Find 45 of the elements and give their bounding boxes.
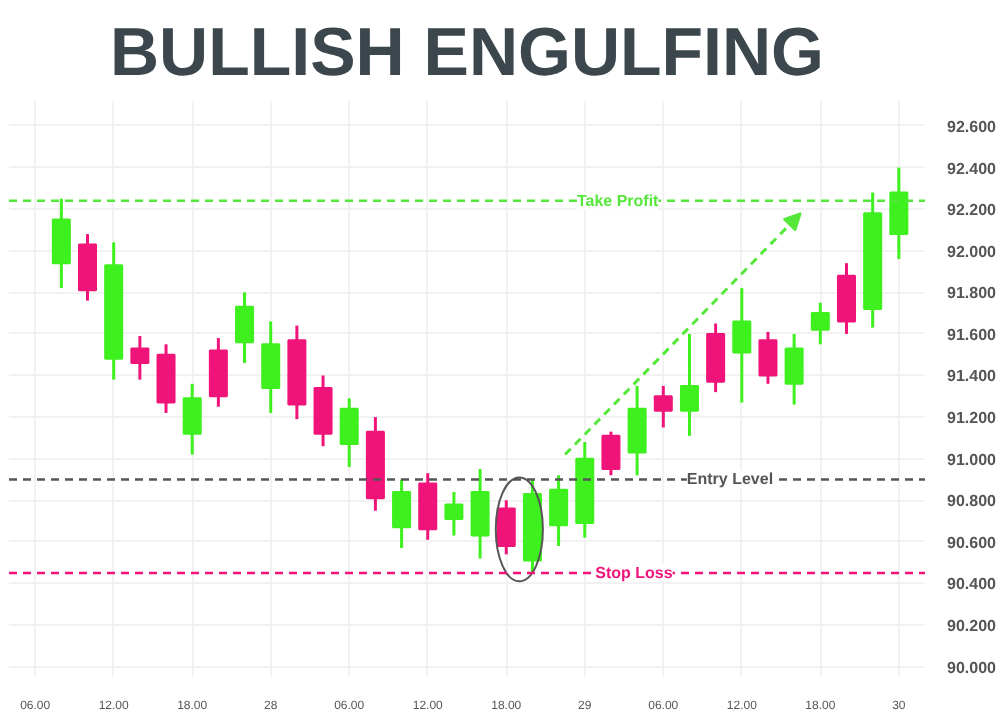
y-tick-label: 90.000 [947, 658, 998, 677]
candlestick [549, 473, 569, 548]
candlestick [392, 477, 412, 550]
candlestick [208, 336, 228, 409]
candlestick [78, 232, 98, 303]
y-tick-label: 90.400 [947, 575, 998, 594]
y-tick-label: 90.800 [947, 492, 998, 511]
ref-line-label: Stop Loss [595, 564, 674, 583]
ref-line-label: Take Profit [576, 191, 660, 210]
chart-title: BULLISH ENGULFING [110, 15, 824, 91]
y-tick-label: 91.000 [947, 450, 998, 469]
candlestick [653, 384, 673, 429]
candlestick [313, 373, 333, 448]
y-tick-label: 92.600 [947, 117, 998, 136]
candlestick [758, 330, 778, 386]
candlestick [810, 301, 830, 346]
candlestick [627, 384, 647, 477]
candlestick [235, 290, 255, 365]
candlestick [418, 471, 438, 542]
y-tick-label: 92.200 [947, 201, 998, 220]
y-tick-label: 92.000 [947, 242, 998, 261]
candlestick [732, 286, 752, 405]
y-tick-label: 91.400 [947, 367, 998, 386]
candlestick [496, 498, 516, 556]
y-tick-label: 91.600 [947, 325, 998, 344]
candlestick [601, 430, 621, 477]
y-tick-label: 90.200 [947, 617, 998, 636]
candlestick [130, 334, 150, 382]
y-tick-label: 90.600 [947, 533, 998, 552]
candlestick [156, 342, 176, 415]
y-tick-label: 92.400 [947, 159, 998, 178]
candlestick [889, 166, 909, 261]
candlestick [261, 319, 281, 415]
candlestick [470, 467, 490, 560]
candlestick [444, 490, 464, 538]
candlestick [706, 322, 726, 394]
candlestick [339, 396, 359, 469]
candlestick [182, 382, 202, 456]
candlestick [51, 197, 71, 290]
y-tick-label: 91.800 [947, 284, 998, 303]
candlestick [784, 332, 804, 407]
y-tick-label: 91.200 [947, 409, 998, 428]
candlestick [679, 332, 699, 438]
candlestick [836, 261, 856, 336]
ref-line-label: Entry Level [686, 470, 774, 489]
